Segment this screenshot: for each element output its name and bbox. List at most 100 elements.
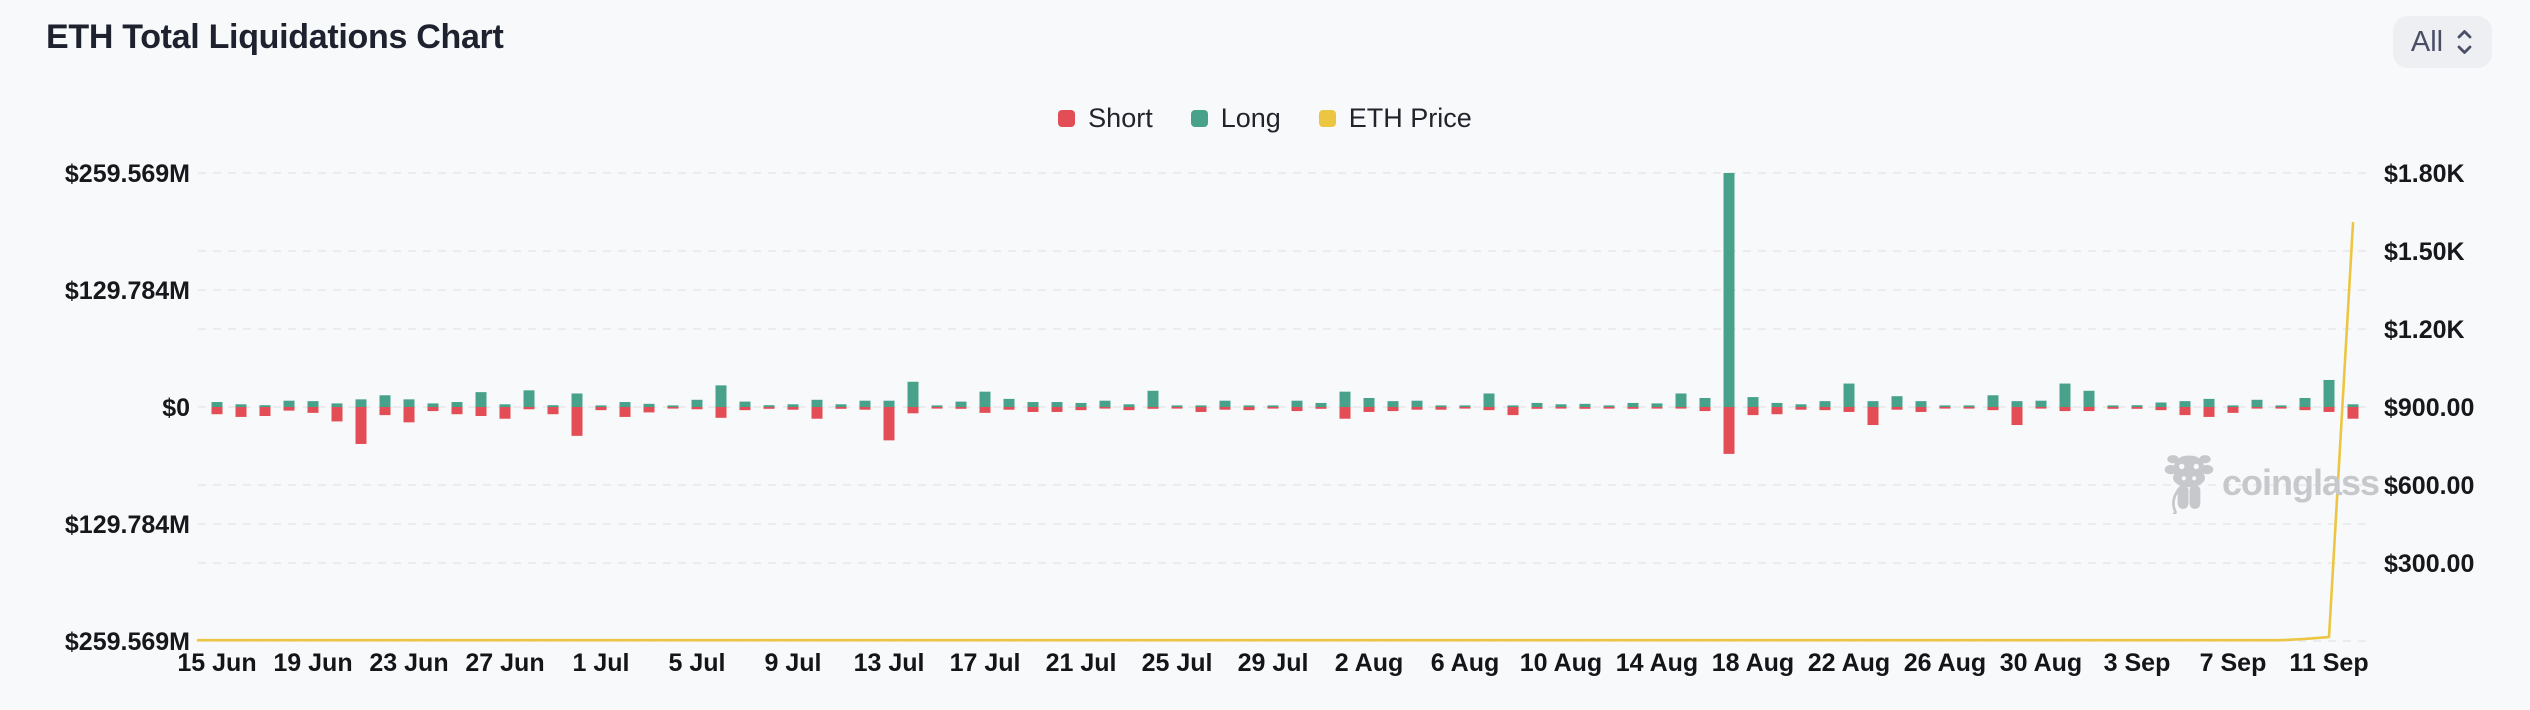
bar-short[interactable] <box>427 407 439 412</box>
bar-long[interactable] <box>1579 403 1591 407</box>
bar-long[interactable] <box>1867 401 1879 407</box>
bar-short[interactable] <box>907 407 919 414</box>
bar-long[interactable] <box>2299 397 2311 407</box>
bar-short[interactable] <box>1891 407 1903 410</box>
bar-long[interactable] <box>547 405 559 407</box>
bar-short[interactable] <box>1243 407 1255 411</box>
bar-short[interactable] <box>1171 407 1183 409</box>
legend-item-short[interactable]: Short <box>1058 105 1153 132</box>
bar-short[interactable] <box>1411 407 1423 410</box>
bar-short[interactable] <box>811 407 823 419</box>
bar-long[interactable] <box>2227 405 2239 407</box>
bar-short[interactable] <box>355 407 367 444</box>
bar-short[interactable] <box>619 407 631 417</box>
bar-long[interactable] <box>2275 405 2287 407</box>
bar-short[interactable] <box>2227 407 2239 413</box>
bar-long[interactable] <box>1435 405 1447 407</box>
bar-short[interactable] <box>499 407 511 419</box>
bar-long[interactable] <box>763 405 775 407</box>
bar-short[interactable] <box>403 407 415 423</box>
bar-long[interactable] <box>355 399 367 407</box>
bar-long[interactable] <box>907 381 919 407</box>
bar-long[interactable] <box>811 399 823 407</box>
bar-short[interactable] <box>1267 407 1279 409</box>
bar-short[interactable] <box>1459 407 1471 409</box>
bar-long[interactable] <box>1651 403 1663 407</box>
bar-long[interactable] <box>859 400 871 407</box>
bar-short[interactable] <box>715 407 727 418</box>
bar-short[interactable] <box>2299 407 2311 411</box>
bar-long[interactable] <box>1315 402 1327 407</box>
bar-short[interactable] <box>235 407 247 417</box>
legend-item-eth-price[interactable]: ETH Price <box>1318 105 1472 132</box>
bar-long[interactable] <box>259 405 271 407</box>
bar-long[interactable] <box>1363 397 1375 407</box>
bar-short[interactable] <box>1483 407 1495 411</box>
bar-long[interactable] <box>1627 402 1639 407</box>
bar-short[interactable] <box>379 407 391 416</box>
bar-short[interactable] <box>1219 407 1231 410</box>
bar-short[interactable] <box>1507 407 1519 416</box>
bar-short[interactable] <box>2107 407 2119 409</box>
bar-short[interactable] <box>1675 407 1687 409</box>
bar-long[interactable] <box>2035 400 2047 407</box>
bar-short[interactable] <box>1147 407 1159 409</box>
bar-long[interactable] <box>2011 401 2023 407</box>
bar-long[interactable] <box>1747 397 1759 407</box>
bar-short[interactable] <box>1939 407 1951 409</box>
bar-short[interactable] <box>979 407 991 413</box>
bar-short[interactable] <box>1627 407 1639 409</box>
bar-short[interactable] <box>1843 407 1855 412</box>
bar-short[interactable] <box>307 407 319 413</box>
bar-long[interactable] <box>1795 404 1807 407</box>
bar-long[interactable] <box>2251 399 2263 407</box>
bar-short[interactable] <box>667 407 679 409</box>
bar-short[interactable] <box>955 407 967 409</box>
bar-short[interactable] <box>1339 407 1351 419</box>
bar-short[interactable] <box>2155 407 2167 411</box>
bar-short[interactable] <box>1771 407 1783 415</box>
bar-short[interactable] <box>2011 407 2023 426</box>
bar-short[interactable] <box>595 407 607 411</box>
bar-short[interactable] <box>259 407 271 417</box>
bar-long[interactable] <box>1915 401 1927 407</box>
bar-long[interactable] <box>1267 405 1279 407</box>
bar-short[interactable] <box>211 407 223 415</box>
bar-long[interactable] <box>1771 402 1783 407</box>
bar-short[interactable] <box>1867 407 1879 426</box>
bar-long[interactable] <box>1051 402 1063 407</box>
bar-long[interactable] <box>883 400 895 407</box>
bar-short[interactable] <box>475 407 487 417</box>
bar-long[interactable] <box>1699 397 1711 407</box>
bar-short[interactable] <box>1963 407 1975 409</box>
bar-long[interactable] <box>427 403 439 407</box>
bar-long[interactable] <box>211 402 223 407</box>
bar-long[interactable] <box>451 402 463 407</box>
bar-short[interactable] <box>2203 407 2215 417</box>
bar-short[interactable] <box>835 407 847 409</box>
bar-long[interactable] <box>1675 393 1687 407</box>
bar-long[interactable] <box>1219 400 1231 407</box>
bar-short[interactable] <box>2035 407 2047 409</box>
bar-short[interactable] <box>2275 407 2287 409</box>
bar-long[interactable] <box>1339 391 1351 407</box>
bar-long[interactable] <box>403 399 415 407</box>
bar-long[interactable] <box>1411 400 1423 407</box>
bar-long[interactable] <box>1891 396 1903 407</box>
bar-long[interactable] <box>691 399 703 407</box>
bar-short[interactable] <box>283 407 295 411</box>
bar-long[interactable] <box>1555 404 1567 407</box>
bar-long[interactable] <box>1387 401 1399 407</box>
bar-short[interactable] <box>523 407 535 410</box>
bar-short[interactable] <box>1387 407 1399 412</box>
bar-short[interactable] <box>1795 407 1807 410</box>
bar-short[interactable] <box>1003 407 1015 410</box>
bar-short[interactable] <box>1027 407 1039 412</box>
bar-long[interactable] <box>379 395 391 407</box>
bar-long[interactable] <box>1939 405 1951 407</box>
bar-long[interactable] <box>2083 390 2095 407</box>
bar-short[interactable] <box>1363 407 1375 412</box>
bar-long[interactable] <box>1291 400 1303 407</box>
bar-short[interactable] <box>1075 407 1087 411</box>
bar-short[interactable] <box>1195 407 1207 412</box>
